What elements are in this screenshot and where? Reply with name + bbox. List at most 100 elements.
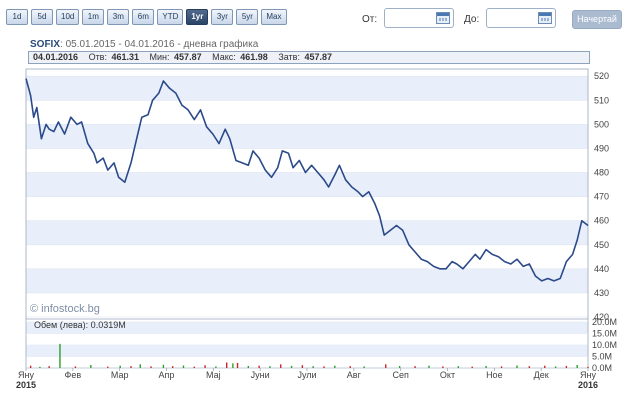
x-tick-year: 2015 (16, 380, 36, 390)
range-button-1m[interactable]: 1m (82, 9, 105, 25)
range-button-1d[interactable]: 1d (6, 9, 28, 25)
volume-bar (139, 364, 141, 368)
symbol: SOFIX (30, 39, 61, 50)
volume-bar (90, 365, 92, 368)
grid-band (26, 220, 588, 245)
x-tick-label: Яну (18, 370, 34, 380)
volume-bar (74, 366, 77, 368)
y-tick-label: 500 (594, 119, 609, 129)
volume-bar (414, 366, 416, 368)
volume-bar (290, 365, 293, 368)
range-button-3m[interactable]: 3m (107, 9, 130, 25)
y-tick-label: 440 (594, 264, 609, 274)
volume-bar (576, 365, 578, 368)
volume-bar (269, 366, 271, 368)
y-tick-label: 460 (594, 216, 609, 226)
vol-grid-band (26, 345, 588, 357)
price-series-line (25, 78, 589, 282)
info-date: 04.01.2016 (33, 52, 79, 62)
range-toolbar: 1d 5d 10d 1m 3m 6m YTD 1yr 3yr 5yr Max (6, 9, 287, 25)
range-button-5d[interactable]: 5d (31, 9, 53, 25)
volume-bar (171, 366, 174, 368)
x-tick-label: Мај (206, 370, 221, 380)
high-label: Макс: (212, 52, 236, 62)
calendar-icon[interactable] (436, 12, 450, 24)
volume-bar (312, 366, 314, 368)
range-button-1yr[interactable]: 1yr (186, 9, 209, 25)
x-tick-label: Мар (111, 370, 129, 380)
vol-tick-label: 15.0M (592, 329, 617, 339)
from-label: От: (362, 14, 378, 25)
volume-bar (39, 366, 41, 368)
vol-tick-label: 5.0M (592, 352, 612, 362)
volume-bar (554, 366, 557, 368)
volume-bar (162, 364, 165, 368)
y-tick-label: 520 (594, 71, 609, 81)
period: : 05.01.2015 - 04.01.2016 - дневна графи… (60, 39, 259, 50)
volume-bar (485, 365, 487, 368)
volume-bar (516, 365, 518, 368)
volume-bar (150, 366, 152, 368)
volume-bar (457, 366, 460, 368)
grid-band (26, 268, 588, 293)
from-date-input[interactable] (384, 8, 454, 28)
open-value: 461.31 (111, 52, 140, 62)
volume-bar (471, 366, 473, 368)
grid-band (26, 124, 588, 149)
volume-bar (301, 365, 304, 368)
to-date-input[interactable] (486, 8, 556, 28)
volume-bar (226, 362, 228, 368)
x-tick-year: 2016 (578, 380, 598, 390)
volume-bar (204, 365, 206, 368)
low-label: Мин: (149, 52, 170, 62)
volume-bar (236, 362, 239, 368)
range-button-10d[interactable]: 10d (56, 9, 80, 25)
volume-bar (428, 365, 430, 368)
x-tick-label: Ное (486, 370, 503, 380)
volume-bar (528, 366, 531, 368)
volume-bar (500, 366, 503, 368)
low-value: 457.87 (174, 52, 202, 62)
volume-bar (398, 365, 401, 368)
volume-bar (363, 366, 365, 368)
y-tick-label: 430 (594, 288, 609, 298)
volume-bar (119, 365, 121, 368)
y-tick-label: 510 (594, 95, 609, 105)
volume-label: Обем (лева): 0.0319M (34, 320, 126, 330)
range-button-6m[interactable]: 6m (132, 9, 155, 25)
calendar-icon[interactable] (538, 12, 552, 24)
draw-button[interactable]: Начертай (572, 10, 622, 29)
y-tick-label: 480 (594, 168, 609, 178)
info-bar: 04.01.2016 Отв: 461.31 Мин: 457.87 Макс:… (28, 51, 590, 64)
volume-bar (182, 365, 185, 368)
y-tick-label: 470 (594, 192, 609, 202)
x-tick-label: Дек (534, 370, 549, 380)
x-tick-label: Авг (347, 370, 362, 380)
y-tick-label: 420 (594, 312, 609, 322)
chart-title: SOFIX: 05.01.2015 - 04.01.2016 - дневна … (30, 39, 258, 50)
x-tick-label: Јуни (251, 370, 270, 380)
x-tick-label: Апр (159, 370, 175, 380)
volume-bar (232, 363, 234, 368)
grid-band (26, 76, 588, 101)
volume-bar (334, 365, 336, 368)
vol-tick-label: 20.0M (592, 317, 617, 327)
range-button-ytd[interactable]: YTD (157, 9, 184, 25)
volume-bar (544, 365, 546, 368)
range-button-max[interactable]: Max (261, 9, 287, 25)
vol-grid-band (26, 322, 588, 334)
y-tick-label: 490 (594, 143, 609, 153)
x-tick-label: Фев (65, 370, 82, 380)
volume-bar (565, 365, 568, 368)
range-button-3yr[interactable]: 3yr (211, 9, 234, 25)
volume-bar (48, 366, 50, 368)
volume-bar (247, 365, 250, 368)
high-value: 461.98 (240, 52, 268, 62)
range-button-5yr[interactable]: 5yr (236, 9, 259, 25)
volume-bar (59, 343, 61, 368)
vol-tick-label: 0.0M (592, 363, 612, 373)
to-label: До: (464, 14, 480, 25)
volume-bar (130, 366, 132, 368)
volume-bar (193, 366, 195, 368)
